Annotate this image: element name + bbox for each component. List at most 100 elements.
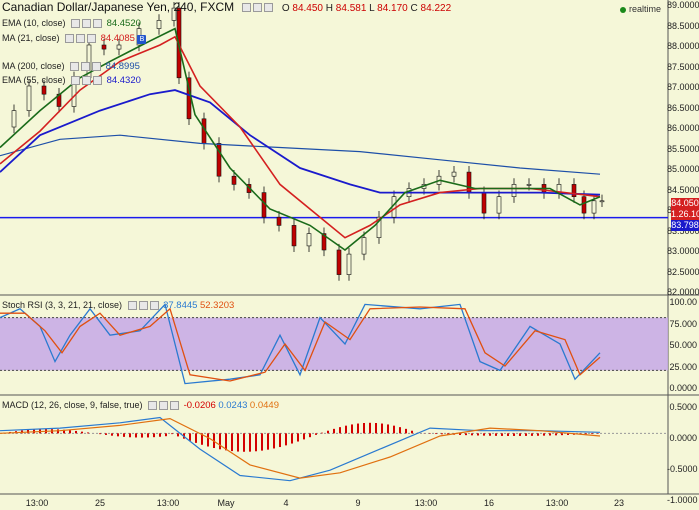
- realtime-indicator[interactable]: realtime: [619, 3, 661, 15]
- time-axis-label: May: [217, 498, 235, 508]
- ohlc-close: 84.222: [420, 3, 452, 14]
- stoch-k-value: 37.8445: [163, 300, 198, 311]
- stoch-label: Stoch RSI (3, 3, 21, 21, close): [2, 300, 123, 310]
- ohlc-open: 84.450: [292, 3, 323, 14]
- price-axis-label: 87.0000: [667, 82, 699, 92]
- candle: [571, 184, 577, 197]
- ma200-close-button[interactable]: [92, 62, 102, 72]
- legend-macd[interactable]: MACD (12, 26, close, 9, false, true) -0.…: [2, 399, 279, 412]
- macd-settings-button[interactable]: [148, 401, 158, 411]
- candle: [361, 237, 367, 255]
- price-tag: 1.26.10: [671, 209, 699, 220]
- candle: [451, 171, 457, 177]
- time-axis-label: 25: [94, 498, 106, 508]
- ma21-close-button[interactable]: [87, 34, 97, 44]
- ema55-label: EMA (55, close): [2, 75, 66, 85]
- ohlc-values: O 84.450 H 84.581 L 84.170 C 84.222: [282, 3, 451, 14]
- macd-signal-line: [0, 417, 601, 479]
- ma21-line: [0, 35, 601, 239]
- time-axis-label: 13:00: [545, 498, 569, 508]
- ma200-hide-button[interactable]: [81, 62, 91, 72]
- legend-ma21[interactable]: MA (21, close) 84.4085 B: [2, 32, 147, 45]
- stoch-d-value: 52.3203: [199, 300, 235, 311]
- macd-hist-value: -0.0206: [183, 400, 216, 411]
- ema10-hide-button[interactable]: [82, 19, 92, 29]
- candle: [11, 110, 17, 128]
- candle: [376, 216, 382, 238]
- ma21-hide-button[interactable]: [76, 34, 86, 44]
- legend-stoch-rsi[interactable]: Stoch RSI (3, 3, 21, 21, close) 37.8445 …: [2, 299, 234, 312]
- candle: [276, 216, 282, 226]
- ema10-close-button[interactable]: [93, 19, 103, 29]
- candle: [336, 249, 342, 275]
- time-axis-label: 23: [613, 498, 625, 508]
- realtime-label: realtime: [628, 4, 661, 14]
- candle: [171, 7, 177, 21]
- time-axis-label: 4: [283, 498, 289, 508]
- candle: [481, 192, 487, 214]
- event-flag-icon[interactable]: B: [137, 35, 147, 44]
- price-tag: 83.798: [671, 220, 699, 231]
- legend-ema55[interactable]: EMA (55, close) 84.4320: [2, 74, 141, 87]
- candle: [581, 196, 587, 214]
- ema10-value: 84.4520: [106, 18, 141, 29]
- live-dot-icon: [619, 6, 626, 13]
- candle: [216, 143, 222, 177]
- ma200-settings-button[interactable]: [70, 62, 80, 72]
- candle: [591, 200, 597, 214]
- ema55-hide-button[interactable]: [82, 76, 92, 86]
- macd-axis-label: 0.0000: [669, 433, 697, 443]
- price-axis-label: 82.5000: [667, 266, 699, 277]
- price-axis-label: 89.0000: [667, 0, 699, 10]
- price-axis-label: 85.0000: [667, 164, 699, 174]
- ema10-settings-button[interactable]: [71, 19, 81, 29]
- ema55-close-button[interactable]: [93, 76, 103, 86]
- ma21-settings-button[interactable]: [65, 34, 75, 44]
- toolbar: [241, 0, 278, 14]
- legend-ema10[interactable]: EMA (10, close) 84.4520: [2, 17, 141, 30]
- stoch-k-line: [0, 303, 601, 385]
- ohlc-high-label: H: [325, 3, 334, 14]
- legend-ma200[interactable]: MA (200, close) 84.8995: [2, 60, 140, 73]
- macd-axis-label: 0.5000: [669, 402, 697, 412]
- stoch-hide-button[interactable]: [138, 301, 148, 311]
- ema55-value: 84.4320: [106, 75, 141, 86]
- price-axis-label: 86.0000: [667, 123, 699, 133]
- candle: [116, 44, 122, 50]
- ema10-label: EMA (10, close): [2, 18, 66, 28]
- candle: [41, 85, 47, 95]
- time-axis-label: 13:00: [25, 498, 49, 508]
- stoch-axis-label: 25.000: [669, 361, 697, 372]
- ema55-settings-button[interactable]: [71, 76, 81, 86]
- time-axis-label: 9: [355, 498, 361, 508]
- time-axis-label: 13:00: [414, 498, 438, 508]
- settings-button[interactable]: [241, 3, 251, 13]
- candle: [321, 233, 327, 251]
- macd-line-value: 0.0243: [218, 400, 248, 411]
- candle: [346, 253, 352, 275]
- ohlc-low-label: L: [369, 3, 375, 14]
- candle: [26, 85, 32, 111]
- time-axis-label: 16: [483, 498, 495, 508]
- candle: [306, 233, 312, 247]
- candle: [511, 184, 517, 197]
- candle: [496, 196, 502, 214]
- ohlc-close-label: C: [410, 3, 418, 14]
- ma200-line: [0, 134, 601, 175]
- hide-button[interactable]: [252, 3, 262, 13]
- stoch-settings-button[interactable]: [127, 301, 137, 311]
- macd-close-button[interactable]: [170, 401, 180, 411]
- candle: [291, 225, 297, 247]
- ma21-label: MA (21, close): [2, 33, 60, 43]
- price-axis-label: 88.5000: [667, 20, 699, 31]
- macd-line: [0, 416, 601, 482]
- close-button[interactable]: [263, 3, 273, 13]
- stoch-close-button[interactable]: [149, 301, 159, 311]
- stoch-d-line: [0, 306, 601, 382]
- macd-hide-button[interactable]: [159, 401, 169, 411]
- ma200-value: 84.8995: [105, 61, 140, 72]
- ma21-value: 84.4085: [100, 33, 135, 44]
- candle: [231, 175, 237, 185]
- price-axis-label: 82.0000: [667, 287, 699, 297]
